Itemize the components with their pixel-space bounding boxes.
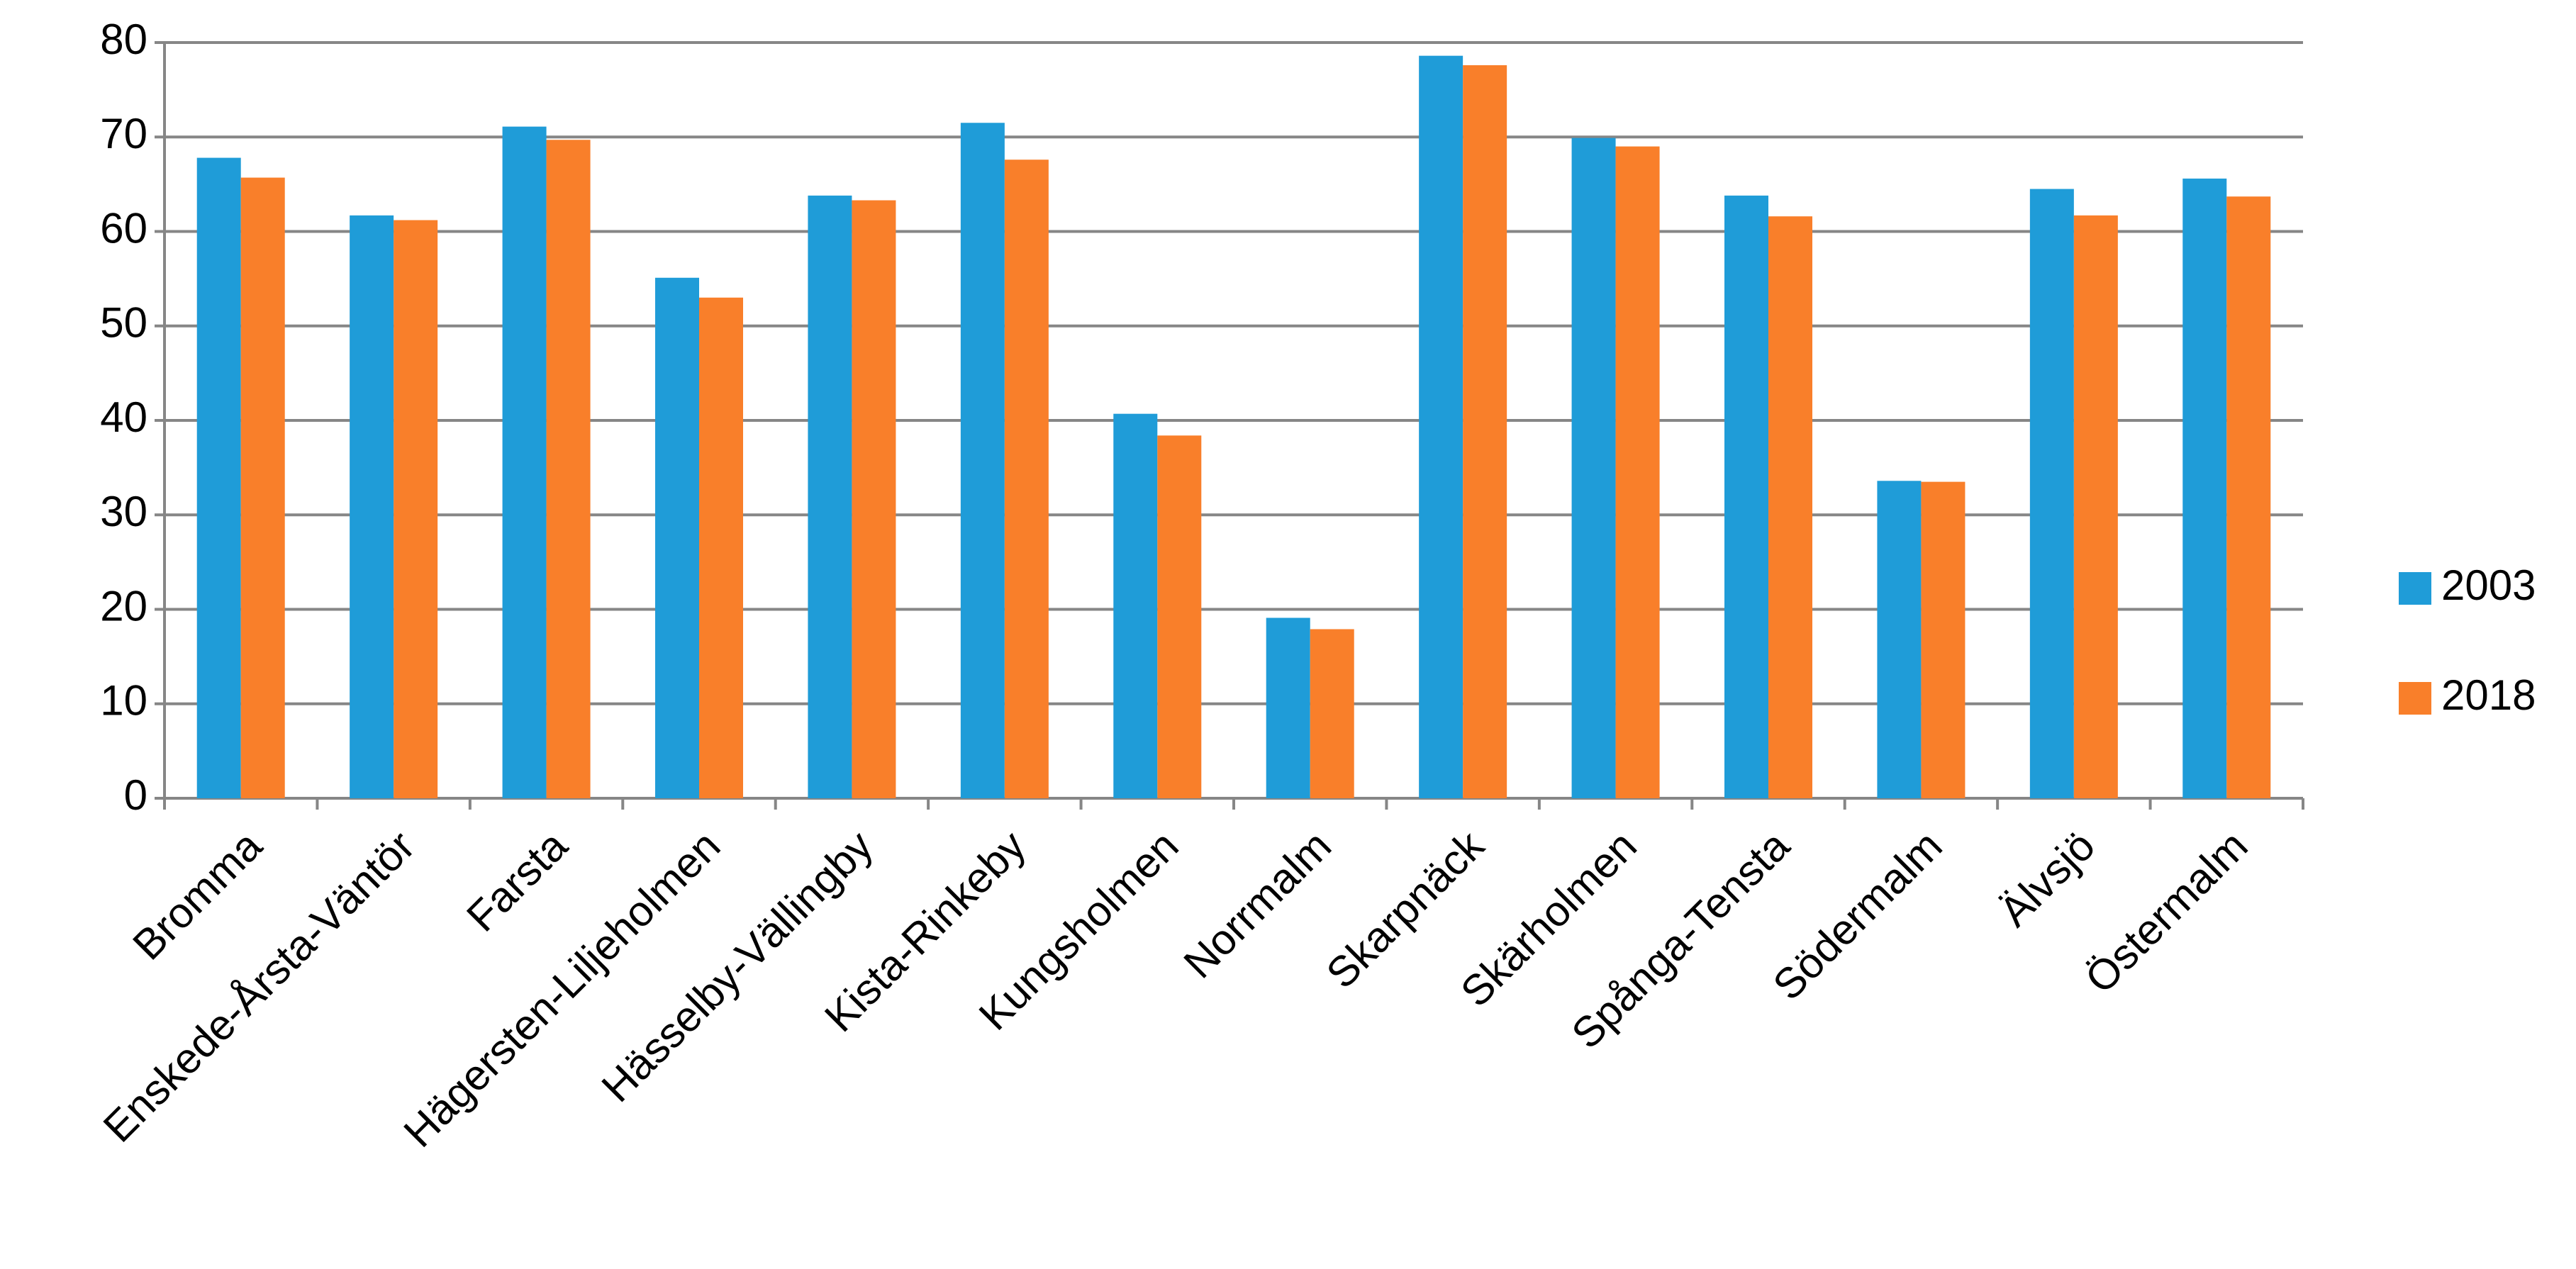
bar xyxy=(699,297,743,798)
y-tick-label: 10 xyxy=(100,677,147,725)
bar xyxy=(1113,413,1158,798)
bar xyxy=(394,220,438,798)
legend-swatch xyxy=(2399,572,2431,605)
bar xyxy=(1157,435,1202,798)
y-tick-label: 0 xyxy=(124,771,147,819)
legend-swatch xyxy=(2399,682,2431,715)
legend-label: 2018 xyxy=(2441,671,2536,719)
y-tick-label: 30 xyxy=(100,488,147,535)
x-tick-label: Hässelby-Vällingby xyxy=(593,822,882,1111)
bar xyxy=(1571,138,1616,798)
y-tick-label: 70 xyxy=(100,110,147,157)
y-tick-label: 50 xyxy=(100,299,147,347)
x-tick-label: Norrmalm xyxy=(1175,822,1341,988)
x-tick-label: Enskede-Årsta-Väntör xyxy=(94,822,424,1151)
bar xyxy=(1463,65,1507,799)
bar xyxy=(2073,215,2118,798)
bar xyxy=(1615,146,1660,798)
bar xyxy=(1921,481,1966,798)
bar xyxy=(240,177,285,799)
x-tick-label: Farsta xyxy=(457,822,576,941)
bar xyxy=(852,200,896,799)
bar xyxy=(502,126,547,798)
bar xyxy=(1724,195,1768,798)
y-tick-label: 20 xyxy=(100,582,147,630)
bar xyxy=(1419,55,1463,798)
y-tick-label: 40 xyxy=(100,393,147,441)
bar xyxy=(2029,189,2074,799)
bar xyxy=(2182,178,2227,798)
bar xyxy=(1004,160,1049,799)
y-tick-label: 60 xyxy=(100,204,147,252)
bar xyxy=(2226,196,2271,798)
bar xyxy=(960,123,1005,798)
bar xyxy=(350,215,394,798)
bar xyxy=(1877,481,1922,798)
y-tick-label: 80 xyxy=(100,16,147,63)
bar xyxy=(655,277,699,799)
legend-label: 2003 xyxy=(2441,561,2536,609)
x-tick-label: Bromma xyxy=(123,822,271,969)
x-tick-label: Östermalm xyxy=(2076,822,2257,1002)
x-tick-label: Älvsjö xyxy=(1990,822,2104,936)
bar xyxy=(808,195,852,798)
bar xyxy=(196,157,241,798)
x-tick-label: Hägersten-Liljeholmen xyxy=(395,822,730,1156)
bar xyxy=(1768,216,1812,798)
bar xyxy=(1310,629,1354,798)
bar xyxy=(1266,617,1310,798)
bar xyxy=(546,140,591,798)
